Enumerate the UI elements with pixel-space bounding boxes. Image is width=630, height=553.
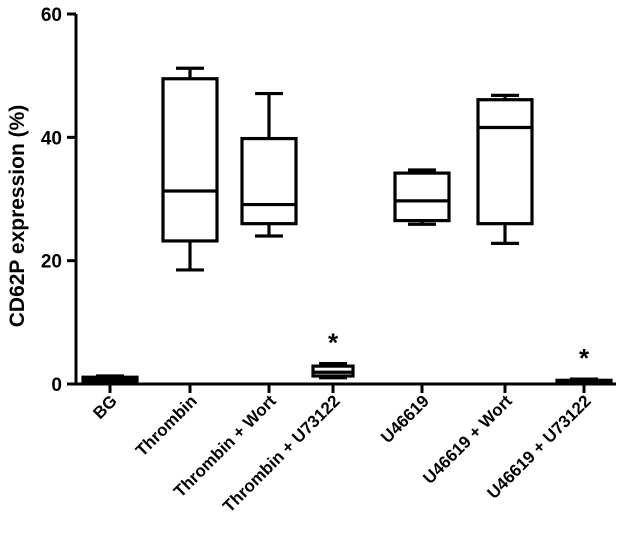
- y-tick-label-20: 20: [41, 252, 62, 273]
- box-rect-1: [161, 77, 219, 243]
- x-tick-label-3: Thrombin + U73122: [219, 391, 344, 516]
- y-ticks: 0 20 40 60: [41, 5, 76, 396]
- x-tick-label-0: BG: [89, 391, 120, 422]
- annotations: **: [328, 328, 590, 373]
- box-2: [240, 91, 298, 238]
- boxes: [81, 66, 613, 385]
- box-1: [161, 66, 219, 272]
- box-4: [393, 168, 451, 226]
- y-tick-label-60: 60: [41, 5, 62, 26]
- box-5: [476, 93, 534, 245]
- box-6: [555, 377, 613, 385]
- box-0: [81, 374, 139, 384]
- y-axis-label: CD62P expression (%): [6, 105, 29, 328]
- y-tick-label-40: 40: [41, 128, 62, 149]
- x-tick-label-1: Thrombin: [132, 391, 201, 460]
- significance-asterisk-1: *: [579, 343, 590, 373]
- box-rect-2: [240, 136, 298, 226]
- box-rect-4: [393, 171, 451, 223]
- axes: [74, 14, 616, 386]
- x-tick-label-4: U46619: [377, 391, 433, 447]
- box-3: [311, 362, 355, 380]
- significance-asterisk-0: *: [328, 328, 339, 358]
- y-tick-label-0: 0: [51, 375, 62, 396]
- box-rect-5: [476, 98, 534, 226]
